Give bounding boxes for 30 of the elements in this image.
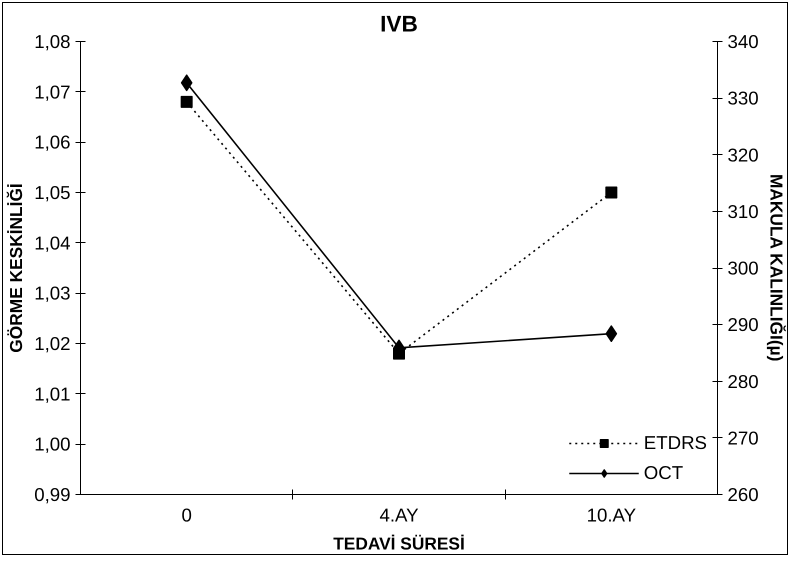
y-tick-label: 1,08 xyxy=(34,31,70,52)
x-tick-label: 10.AY xyxy=(586,504,637,526)
x-tick-label: 0 xyxy=(181,504,192,526)
chart-title: IVB xyxy=(380,10,418,36)
y2-tick-label: 270 xyxy=(728,427,759,448)
y2-tick-label: 260 xyxy=(728,484,759,505)
x-axis-title: TEDAVİ SÜRESİ xyxy=(333,534,465,554)
y-tick-label: 1,05 xyxy=(34,182,70,203)
y-tick-label: 1,07 xyxy=(34,81,70,102)
y2-tick-label: 340 xyxy=(728,31,759,52)
y2-tick-label: 320 xyxy=(728,144,759,166)
y2-tick-label: 310 xyxy=(728,200,759,222)
y-axis-title: GÖRME KESKİNLİĞİ xyxy=(6,183,26,353)
y2-tick-label: 290 xyxy=(728,314,759,336)
y-tick-label: 1,06 xyxy=(34,132,70,153)
y-tick-label: 1,01 xyxy=(34,383,70,404)
legend-label: ETDRS xyxy=(644,432,707,454)
y2-tick-label: 330 xyxy=(728,88,759,109)
y-tick-label: 1,04 xyxy=(34,232,70,254)
y2-tick-label: 300 xyxy=(728,258,759,278)
y-tick-label: 1,02 xyxy=(34,333,70,354)
point xyxy=(180,96,193,108)
y-tick-label: 1,00 xyxy=(34,434,70,455)
legend-label: OCT xyxy=(644,462,684,484)
y2-tick-label: 280 xyxy=(728,370,759,392)
x-tick-label: 4.AY xyxy=(379,504,420,526)
y-tick-label: 0,99 xyxy=(34,484,70,505)
y2-axis-title: MAKULA KALINLIĞI(µ) xyxy=(766,174,787,362)
y-tick-label: 1,03 xyxy=(34,282,70,304)
point xyxy=(605,186,618,198)
